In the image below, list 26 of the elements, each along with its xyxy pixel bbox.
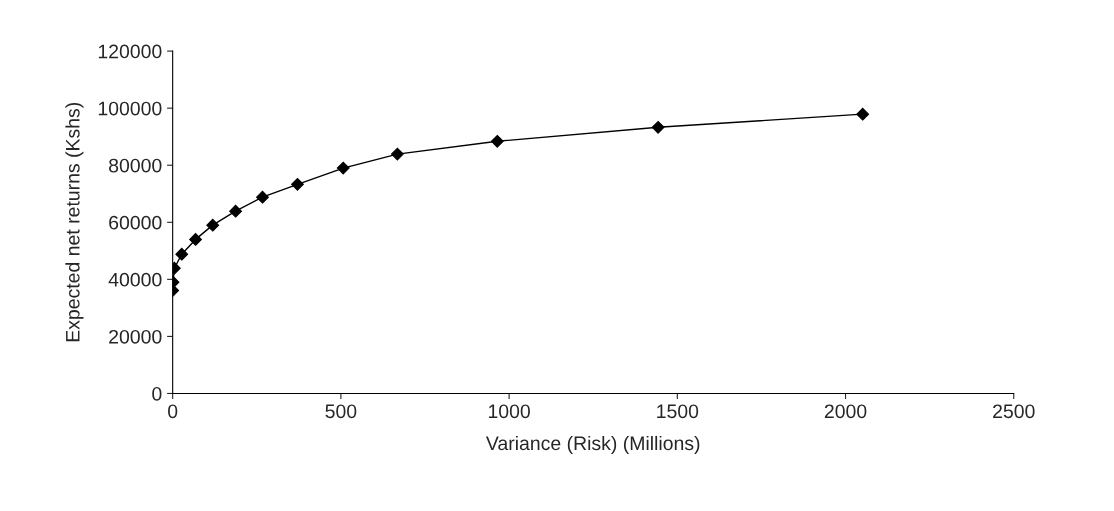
x-tick-label: 1500 bbox=[657, 404, 699, 419]
x-tick-label: 2000 bbox=[824, 404, 867, 419]
y-tick-label: 120000 bbox=[98, 44, 162, 59]
y-tick-label: 20000 bbox=[109, 329, 162, 344]
x-axis-title: Variance (Risk) (Millions) bbox=[485, 435, 700, 455]
x-tick-label: 0 bbox=[168, 404, 178, 419]
y-tick-label: 80000 bbox=[109, 158, 162, 173]
point bbox=[175, 247, 189, 261]
point bbox=[189, 232, 202, 246]
point bbox=[390, 147, 404, 161]
point bbox=[651, 120, 665, 134]
point bbox=[291, 177, 304, 191]
x-tick-label: 2500 bbox=[993, 404, 1035, 419]
y-tick-label: 40000 bbox=[108, 272, 162, 287]
point bbox=[336, 161, 350, 175]
y-tick-label: 100000 bbox=[98, 101, 162, 116]
point bbox=[256, 190, 269, 204]
point bbox=[229, 204, 242, 218]
y-axis-title: Expected net returns (Kshs) bbox=[65, 102, 84, 342]
x-tick-label: 500 bbox=[325, 404, 357, 419]
y-tick-label: 60000 bbox=[109, 215, 162, 230]
y-tick-label: 0 bbox=[152, 386, 162, 401]
point bbox=[206, 218, 220, 232]
point bbox=[490, 134, 504, 148]
point bbox=[856, 107, 870, 121]
x-tick-label: 1000 bbox=[488, 404, 530, 419]
